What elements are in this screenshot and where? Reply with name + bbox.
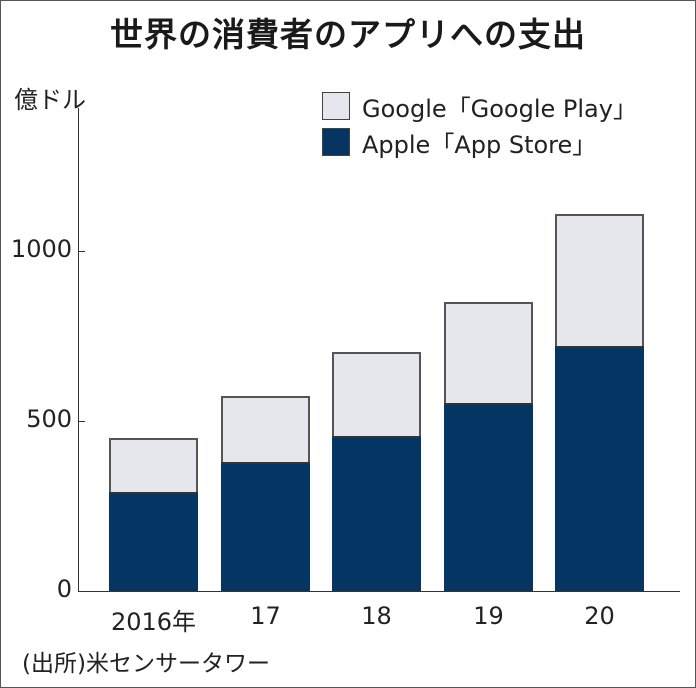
legend-item-google: Google「Google Play」 bbox=[322, 88, 637, 124]
bar-segment-google bbox=[555, 214, 644, 346]
stacked-bar bbox=[332, 351, 421, 591]
legend-label-google: Google「Google Play」 bbox=[362, 94, 637, 123]
bar-segment-apple bbox=[332, 435, 421, 591]
bar-segment-google bbox=[109, 438, 198, 493]
x-tick-label: 20 bbox=[584, 602, 615, 630]
y-tick-label: 0 bbox=[56, 575, 72, 603]
y-tick-mark bbox=[78, 251, 85, 252]
y-tick-mark bbox=[78, 421, 85, 422]
x-tick-label: 18 bbox=[361, 602, 392, 630]
legend-item-apple: Apple「App Store」 bbox=[322, 124, 637, 160]
x-tick-label: 2016年 bbox=[110, 608, 197, 636]
source-note: (出所)米センサータワー bbox=[22, 651, 270, 677]
y-axis-unit-label: 億ドル bbox=[14, 86, 86, 114]
google-swatch-icon bbox=[322, 92, 350, 120]
stacked-bar bbox=[221, 395, 310, 592]
stacked-bar bbox=[444, 302, 533, 591]
bar-segment-google bbox=[444, 302, 533, 403]
x-axis bbox=[78, 591, 680, 592]
bar-segment-google bbox=[332, 351, 421, 436]
x-tick-label: 17 bbox=[250, 602, 281, 630]
stacked-bar bbox=[555, 214, 644, 591]
bar-segment-apple bbox=[444, 402, 533, 591]
y-axis bbox=[78, 108, 79, 592]
chart-title: 世界の消費者のアプリへの支出 bbox=[110, 15, 586, 54]
apple-swatch-icon bbox=[322, 128, 350, 156]
y-tick-label: 500 bbox=[26, 405, 72, 433]
legend: Google「Google Play」 Apple「App Store」 bbox=[322, 88, 637, 160]
stacked-bar bbox=[109, 438, 198, 591]
legend-label-apple: Apple「App Store」 bbox=[362, 130, 597, 159]
bar-segment-apple bbox=[555, 345, 644, 591]
bar-segment-apple bbox=[221, 462, 310, 591]
x-tick-label: 19 bbox=[473, 602, 504, 630]
bar-segment-apple bbox=[109, 492, 198, 591]
bar-segment-google bbox=[221, 395, 310, 463]
y-tick-label: 1000 bbox=[10, 235, 72, 263]
